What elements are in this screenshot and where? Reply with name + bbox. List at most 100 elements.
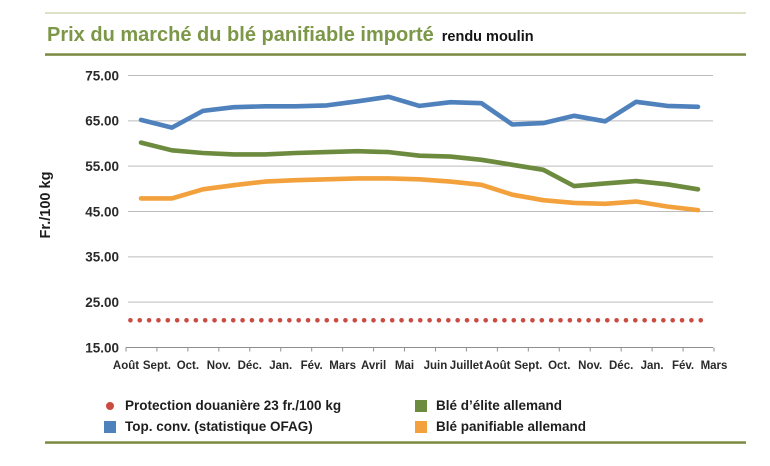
protection-dot (436, 318, 442, 323)
protection-dot (614, 318, 619, 323)
y-tick-label: 15.00 (85, 340, 119, 355)
series-line-bl-panifiable-allemand (138, 176, 701, 213)
protection-dot (146, 318, 152, 323)
title-main: Prix du marché du blé panifiable importé (47, 24, 434, 46)
protection-dot (268, 318, 273, 323)
top-rule (45, 12, 746, 14)
y-tick-label: 75.00 (85, 68, 119, 83)
legend-marker (103, 420, 116, 433)
x-tick-label: Sept. (143, 360, 171, 372)
protection-dot (193, 318, 199, 323)
legend-marker (414, 399, 427, 412)
protection-dot (661, 318, 666, 323)
protection-dot (492, 318, 498, 323)
protection-dot (483, 318, 489, 323)
protection-dot (240, 318, 245, 323)
x-tick-label: Avril (361, 360, 386, 372)
protection-dot (427, 318, 432, 323)
legend-circle-marker-icon (103, 401, 116, 410)
y-tick-label: 55.00 (85, 159, 119, 174)
protection-dot (184, 318, 189, 323)
x-tick-label: Nov. (578, 360, 602, 372)
legend-label: Blé d’élite allemand (436, 398, 563, 413)
protection-dot (679, 318, 685, 323)
protection-dot (230, 318, 236, 323)
protection-dot (333, 318, 339, 323)
protection-dot (558, 318, 563, 323)
protection-dot (670, 318, 675, 323)
x-tick-label: Août (113, 360, 139, 372)
protection-dot (128, 318, 133, 323)
protection-dot (511, 318, 517, 323)
protection-dot (324, 318, 330, 323)
legend-square-marker-icon (414, 399, 427, 412)
protection-dot (567, 318, 573, 323)
title-underline (45, 53, 746, 56)
protection-dot (651, 318, 657, 323)
protection-dot (202, 318, 208, 323)
protection-dot (361, 318, 367, 323)
protection-dot (277, 318, 283, 323)
protection-dot (315, 318, 320, 323)
x-tick-label: Oct. (548, 360, 570, 372)
x-tick-label: Mars (329, 360, 356, 372)
legend-square-marker-icon (103, 420, 116, 433)
protection-dot (474, 318, 479, 323)
title-subtitle: rendu moulin (441, 29, 534, 45)
protection-dot (595, 318, 601, 323)
bottom-rule (45, 441, 746, 444)
protection-dot (633, 318, 638, 323)
protection-dot (417, 318, 423, 323)
legend-marker (414, 420, 427, 433)
protection-dot (530, 318, 535, 323)
protection-dot (343, 318, 348, 323)
page-title: Prix du marché du blé panifiable importé… (47, 24, 534, 47)
y-axis-title: Fr./100 kg (38, 172, 54, 239)
protection-dot (520, 318, 526, 323)
protection-dot (137, 318, 143, 323)
x-tick-label: Déc. (238, 360, 262, 372)
protection-dot (586, 318, 591, 323)
protection-dot (464, 318, 470, 323)
protection-dot (371, 318, 376, 323)
protection-dot (305, 318, 311, 323)
protection-dot (548, 318, 554, 323)
x-tick-label: Août (484, 360, 510, 372)
legend-item-top-conv-statistique-ofag: Top. conv. (statistique OFAG) (103, 417, 341, 436)
protection-dot (259, 318, 264, 323)
protection-dot (380, 318, 386, 323)
x-tick-label: Mars (701, 360, 728, 372)
x-tick-label: Nov. (207, 360, 231, 372)
x-tick-label: Fév. (672, 360, 694, 372)
x-tick-label: Jan. (269, 360, 292, 372)
x-tick-label: Sept. (514, 360, 542, 372)
legend: Protection douanière 23 fr./100 kg Top. c… (0, 396, 770, 446)
protection-dot (399, 318, 404, 323)
y-tick-label: 35.00 (85, 250, 119, 265)
protection-dot (212, 318, 217, 323)
x-tick-label: Fév. (301, 360, 323, 372)
x-tick-label: Déc. (609, 360, 633, 372)
protection-dot (539, 318, 545, 323)
protection-dot (623, 318, 629, 323)
legend-marker (105, 401, 114, 410)
series-line-top-conv-statistique-ofag (138, 94, 701, 130)
protection-dot (352, 318, 358, 323)
protection-dot (455, 318, 460, 323)
legend-square-marker-icon (414, 420, 427, 433)
protection-dot (408, 318, 414, 323)
protection-dot (642, 318, 647, 323)
legend-item-bl-d-lite-allemand: Blé d’élite allemand (414, 396, 586, 415)
x-tick-label: Juin (424, 360, 448, 372)
protection-dot (174, 318, 180, 323)
legend-label: Top. conv. (statistique OFAG) (125, 419, 313, 434)
x-tick-label: Mai (395, 360, 414, 372)
protection-dot (604, 318, 610, 323)
protection-dot (165, 318, 171, 323)
protection-dot (698, 318, 704, 323)
y-tick-label: 45.00 (85, 204, 119, 219)
y-tick-label: 25.00 (85, 295, 119, 310)
y-tick-label: 65.00 (85, 114, 119, 129)
protection-dot (221, 318, 227, 323)
